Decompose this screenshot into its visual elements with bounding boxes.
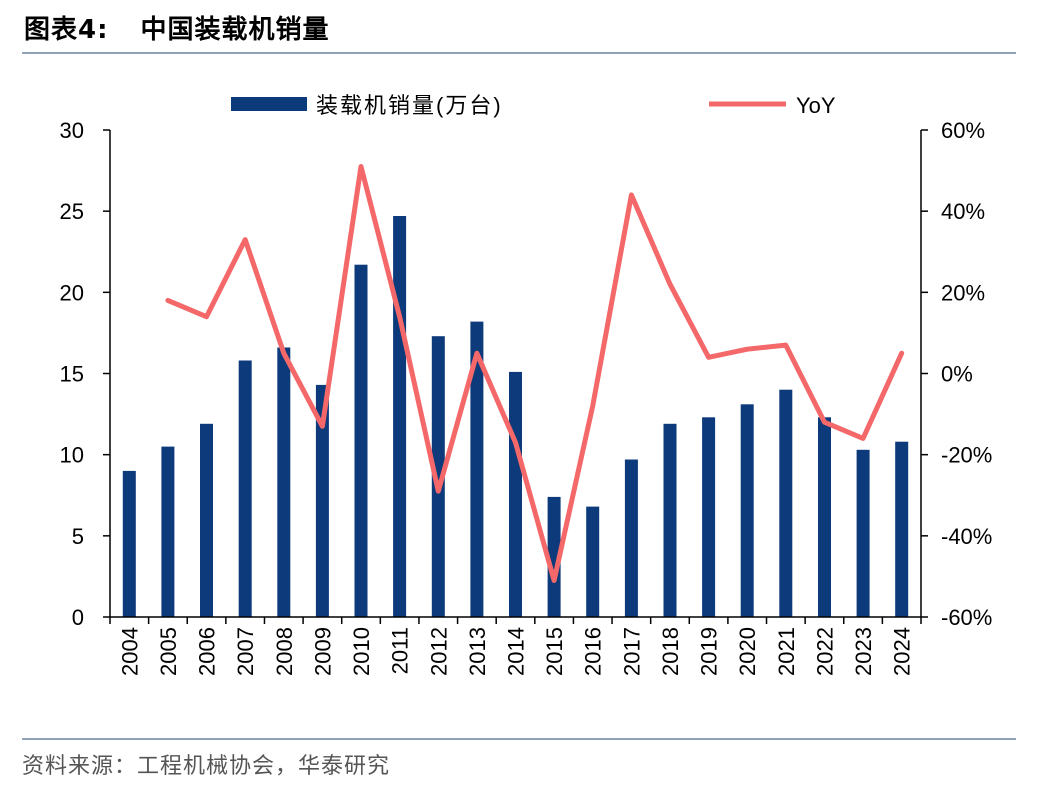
y-left-tick-label: 30 (60, 118, 84, 143)
bar-2021 (779, 389, 793, 617)
x-tick-label: 2005 (156, 627, 181, 676)
bar-2016 (586, 506, 600, 617)
x-tick-label: 2012 (426, 627, 451, 676)
bar-2009 (315, 384, 329, 617)
x-tick-label: 2014 (504, 627, 529, 676)
source-rule (22, 738, 1016, 740)
x-tick-label: 2009 (310, 627, 335, 676)
legend-swatch-bar (231, 97, 307, 111)
x-tick-label: 2006 (195, 627, 220, 676)
x-tick-label: 2022 (812, 627, 837, 676)
x-tick-label: 2023 (851, 627, 876, 676)
yoy-line (165, 164, 905, 583)
bar-2015 (547, 496, 561, 617)
y-left-tick-label: 15 (60, 362, 84, 387)
x-tick-label: 2024 (890, 627, 915, 676)
y-left-tick-label: 10 (60, 443, 84, 468)
bar-2007 (238, 360, 252, 617)
bar-2020 (740, 404, 754, 617)
legend-label-bar: 装载机销量(万台) (316, 93, 503, 118)
chart: 0 5 10 15 20 25 30 -60% -40% -20% 0% 20% 40% 60% 2004 2… (60, 93, 993, 676)
bar-2012 (431, 336, 445, 617)
x-tick-label: 2018 (658, 627, 683, 676)
axes: 0 5 10 15 20 25 30 -60% -40% -20% 0% 20% 40% 60% 2004 2… (60, 118, 993, 676)
x-tick-label: 2015 (542, 627, 567, 676)
figure-title: 图表4: 中国装载机销量 (24, 12, 330, 48)
y-left-tick-label: 0 (72, 605, 84, 630)
source-note: 资料来源：工程机械协会，华泰研究 (22, 754, 391, 779)
y-right-tick-label: -60% (941, 605, 992, 630)
y-left-tick-label: 25 (60, 199, 84, 224)
y-left-tick-label: 20 (60, 280, 84, 305)
y-right-tick-label: -20% (941, 443, 992, 468)
bar-2006 (200, 423, 213, 617)
bar-2004 (122, 470, 136, 617)
figure-label: 图表4: (24, 15, 109, 45)
bar-2013 (470, 321, 484, 617)
y-right-tick-label: 0% (941, 362, 973, 387)
bar-2014 (509, 371, 522, 617)
bar-2008 (277, 347, 291, 617)
y-right-tick-label: 60% (941, 118, 985, 143)
x-tick-label: 2013 (465, 627, 490, 676)
x-tick-label: 2016 (581, 627, 606, 676)
bar-series (122, 216, 909, 617)
x-tick-label: 2021 (774, 627, 799, 676)
legend-label-line: YoY (796, 93, 836, 118)
x-tick-label: 2007 (233, 627, 258, 676)
x-tick-label: 2017 (619, 627, 644, 676)
y-right-tick-label: 40% (941, 199, 985, 224)
bar-2019 (702, 417, 716, 617)
legend: 装载机销量(万台) YoY (231, 93, 836, 118)
bar-2024 (895, 441, 909, 617)
y-right-tick-label: -40% (941, 524, 992, 549)
bar-2017 (624, 459, 638, 617)
bar-2022 (818, 417, 831, 617)
bar-2010 (354, 264, 368, 617)
figure-title-text: 中国装载机销量 (140, 15, 330, 45)
bar-2005 (161, 446, 175, 617)
bar-2023 (856, 449, 870, 617)
bar-2018 (663, 423, 677, 617)
x-tick-label: 2019 (697, 627, 722, 676)
x-tick-label: 2010 (349, 627, 374, 676)
x-tick-label: 2008 (272, 627, 297, 676)
x-tick-label: 2020 (735, 627, 760, 676)
y-right-tick-label: 20% (941, 280, 985, 305)
line-series (165, 164, 905, 583)
bar-2011 (393, 216, 407, 617)
y-left-tick-label: 5 (72, 524, 84, 549)
x-tick-label: 2004 (117, 627, 142, 676)
title-rule (22, 52, 1016, 54)
x-tick-label: 2011 (388, 627, 413, 674)
